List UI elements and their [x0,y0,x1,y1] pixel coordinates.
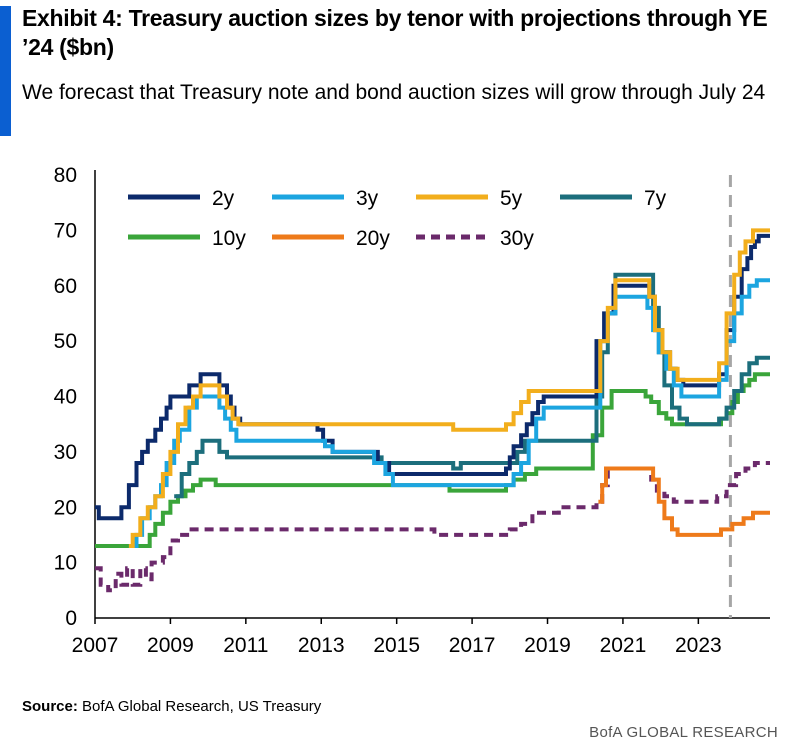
y-tick-label: 10 [54,552,77,575]
x-tick-label: 2019 [524,634,571,657]
y-tick-label: 70 [54,219,77,242]
chart-subtitle: We forecast that Treasury note and bond … [22,81,766,104]
series-line-30y [95,461,770,593]
x-tick-label: 2015 [373,634,420,657]
chart-title: Exhibit 4: Treasury auction sizes by ten… [22,5,768,60]
series-line-2y [95,233,770,521]
series-line-5y [128,228,770,548]
source-text: BofA Global Research, US Treasury [82,698,322,715]
x-tick-label: 2021 [600,634,647,657]
accent-bar [0,6,11,136]
legend-label-30y: 30y [500,227,534,250]
x-tick-label: 2017 [449,634,496,657]
series-line-20y [598,466,770,537]
y-tick-label: 20 [54,496,77,519]
y-tick-label: 40 [54,386,77,409]
y-tick-label: 50 [54,330,77,353]
brand-label: BofA GLOBAL RESEARCH [589,724,778,741]
y-tick-label: 80 [54,164,77,187]
x-tick-label: 2023 [675,634,722,657]
chart-area: 0 10 20 30 40 50 60 70 80 2007 2009 2011 2013 2015 201… [54,164,770,657]
legend-label-20y: 20y [356,227,390,250]
series-line-10y [95,372,770,548]
source-note: Source: BofA Global Research, US Treasur… [22,698,321,715]
legend-label-3y: 3y [356,187,379,210]
x-tick-label: 2011 [223,634,268,657]
x-tick-label: 2013 [298,634,345,657]
y-tick-label: 60 [54,275,77,298]
y-tick-label: 0 [65,607,77,630]
y-tick-label: 30 [54,441,77,464]
legend-label-10y: 10y [212,227,246,250]
legend-label-7y: 7y [644,187,667,210]
x-tick-label: 2007 [72,634,119,657]
series-line-3y [128,278,770,548]
series-line-7y [174,272,770,499]
legend-label-5y: 5y [500,187,523,210]
legend-label-2y: 2y [212,187,235,210]
x-tick-label: 2009 [147,634,194,657]
source-label: Source: [22,698,78,715]
